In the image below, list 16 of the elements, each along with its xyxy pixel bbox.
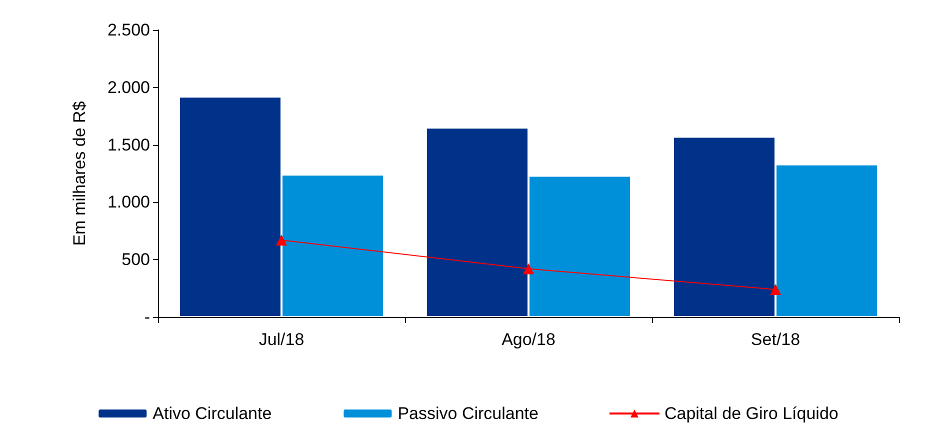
y-tick-label: 1.500 [107, 135, 150, 154]
point [276, 234, 287, 246]
y-tick-label: 1.000 [107, 192, 150, 212]
y-tick-label: 500 [122, 250, 150, 270]
x-tick-label: Jul/18 [258, 330, 304, 349]
legend-label: Capital de Giro Líquido [664, 404, 838, 423]
point [523, 263, 534, 274]
y-axis-title: Em milhares de R$ [70, 100, 89, 246]
point [770, 284, 781, 295]
y-tick-label: - [144, 308, 150, 326]
y-tick-label: 2.500 [107, 20, 150, 40]
x-tick-label: Ago/18 [502, 330, 556, 349]
y-tick-label: 2.000 [107, 78, 150, 97]
x-tick-label: Set/18 [750, 330, 800, 349]
legend-label: Passivo Circulante [398, 404, 538, 423]
legend-label: Ativo Circulante [152, 404, 272, 423]
